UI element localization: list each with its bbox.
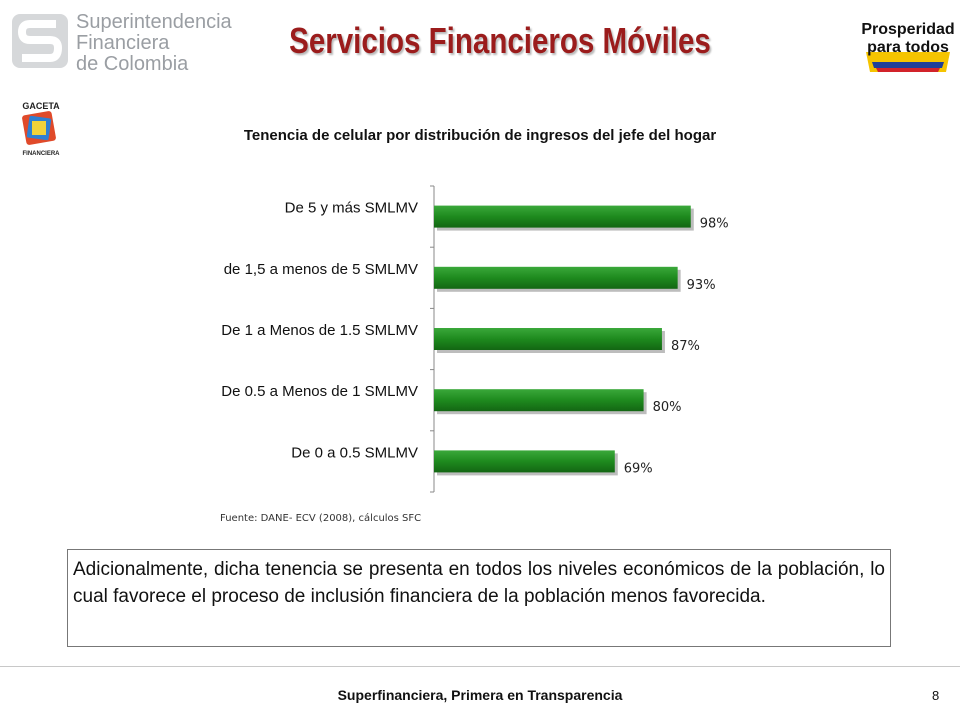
category-label: De 5 y más SMLMV xyxy=(285,200,418,217)
category-label: De 1 a Menos de 1.5 SMLMV xyxy=(221,322,418,339)
gaceta-bottom-text: FINANCIERA xyxy=(23,151,61,157)
gaceta-top-text: GACETA xyxy=(22,101,60,111)
category-label: de 1,5 a menos de 5 SMLMV xyxy=(224,261,418,278)
chart-title: Tenencia de celular por distribución de … xyxy=(243,127,717,144)
bar xyxy=(434,205,691,228)
category-label: De 0 a 0.5 SMLMV xyxy=(291,444,418,461)
gaceta-financiera-logo-icon: GACETA FINANCIERA xyxy=(22,101,61,157)
slide-title: Servicios Financieros Móviles xyxy=(289,20,711,61)
logo-line-2: Financiera xyxy=(76,32,170,54)
logo-line-3: de Colombia xyxy=(76,53,189,75)
bar xyxy=(434,328,662,350)
badge-line-1: Prosperidad xyxy=(862,21,954,38)
page-number: 8 xyxy=(932,688,940,703)
badge-line-2: para todos xyxy=(867,39,949,56)
footer-divider xyxy=(0,666,960,667)
value-label: 98% xyxy=(700,217,729,232)
body-text: Adicionalmente, dicha tenencia se presen… xyxy=(67,549,891,647)
value-label: 93% xyxy=(687,278,716,293)
prosperidad-logo-icon: Prosperidad para todos xyxy=(862,21,954,72)
bar xyxy=(434,450,615,473)
source-note: Fuente: DANE- ECV (2008), cálculos SFC xyxy=(220,513,422,524)
logo-line-1: Superintendencia xyxy=(76,11,232,33)
bar xyxy=(434,389,644,412)
footer-text: Superfinanciera, Primera en Transparenci… xyxy=(337,687,623,703)
bar-chart: De 5 y más SMLMV 98% de 1,5 a menos de 5 S… xyxy=(221,185,729,493)
category-label: De 0.5 a Menos de 1 SMLMV xyxy=(221,383,418,400)
value-label: 80% xyxy=(653,400,682,415)
sfc-logo: Superintendencia Financiera de Colombia xyxy=(10,10,232,75)
value-label: 87% xyxy=(671,339,700,354)
sfc-logo-mark-icon xyxy=(12,14,68,68)
value-label: 69% xyxy=(624,461,653,476)
bar xyxy=(434,266,678,289)
